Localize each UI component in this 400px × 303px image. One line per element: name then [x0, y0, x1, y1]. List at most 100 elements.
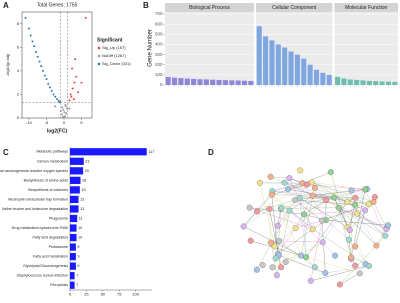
- panel-label: D: [208, 148, 214, 157]
- network-node: [297, 167, 304, 174]
- network-node: [385, 222, 392, 229]
- value-label: 13: [80, 197, 84, 201]
- edge: [311, 182, 348, 202]
- bar: [222, 80, 228, 85]
- y-tick-label: 400: [155, 42, 163, 47]
- edge: [289, 210, 313, 230]
- network-node: [273, 272, 280, 279]
- edge: [322, 201, 348, 243]
- x-tick-label: -10: [26, 120, 33, 125]
- bar: [263, 36, 269, 85]
- edge: [284, 182, 327, 201]
- edge: [271, 194, 296, 229]
- point: [40, 65, 43, 68]
- point: [29, 34, 32, 37]
- bar: [203, 79, 209, 85]
- bar: [171, 77, 178, 85]
- point: [31, 40, 34, 43]
- edge: [349, 229, 370, 267]
- network-node: [331, 194, 337, 201]
- bar: [256, 26, 262, 86]
- y-tick-label: Staphylococcus aureus infection: [16, 274, 68, 278]
- edge: [312, 228, 370, 267]
- edge: [312, 188, 368, 196]
- point: [80, 81, 83, 84]
- network-node: [365, 201, 372, 208]
- point: [65, 112, 68, 115]
- y-tick-label: Ferroptosis: [50, 283, 68, 287]
- point: [45, 78, 48, 81]
- network-node: [352, 201, 359, 208]
- point: [84, 16, 87, 19]
- edge: [256, 210, 290, 270]
- edge: [294, 199, 323, 221]
- edge: [256, 182, 312, 212]
- value-label: 9: [77, 264, 79, 268]
- network-node: [269, 264, 276, 271]
- network-node: [311, 264, 318, 271]
- edge: [310, 220, 323, 281]
- bar: [165, 77, 171, 85]
- network-node: [303, 254, 310, 261]
- bar: [70, 148, 147, 156]
- bar: [379, 81, 385, 85]
- network-node: [319, 217, 326, 224]
- network-node: [366, 263, 372, 269]
- y-tick-label: 600: [155, 21, 163, 26]
- bar: [70, 262, 76, 270]
- value-label: 13: [80, 207, 84, 211]
- network-node: [240, 223, 247, 230]
- bar: [385, 81, 392, 85]
- edge: [333, 197, 348, 228]
- y-tick-label: Fatty acid metabolism: [33, 255, 68, 259]
- network-node: [247, 237, 254, 244]
- point: [63, 111, 66, 114]
- edge: [299, 197, 348, 228]
- edge: [279, 240, 323, 243]
- y-axis-label: Gene Number: [148, 29, 154, 67]
- edge: [300, 195, 314, 256]
- point: [62, 108, 65, 111]
- value-label: 7: [76, 274, 78, 278]
- bar: [301, 58, 307, 85]
- point: [49, 86, 51, 89]
- network-node: [301, 211, 307, 218]
- edge: [277, 208, 282, 254]
- bar: [326, 74, 332, 85]
- facet-strip: [334, 3, 398, 12]
- point: [60, 113, 63, 116]
- bar: [347, 79, 353, 85]
- network-node: [281, 179, 288, 186]
- network-node: [362, 186, 369, 193]
- edge: [277, 219, 326, 254]
- edge: [312, 195, 369, 205]
- point: [75, 75, 78, 78]
- y-tick-label: 0: [160, 82, 163, 87]
- bar: [70, 205, 79, 213]
- legend-label: Sig_Down (331): [102, 61, 131, 66]
- point: [43, 74, 46, 77]
- legend-label: NoDiff (1267): [102, 53, 126, 58]
- point: [56, 98, 58, 101]
- edge: [364, 189, 386, 236]
- y-tick-label: Drug metabolism-cytochrome P450: [12, 226, 68, 230]
- point: [66, 107, 69, 110]
- bar: [210, 79, 216, 85]
- network-node: [267, 173, 274, 180]
- panel-label: C: [3, 148, 9, 157]
- edge: [259, 182, 275, 247]
- edge: [249, 207, 313, 230]
- network-node: [356, 270, 363, 277]
- network-node: [362, 207, 369, 214]
- network-node: [266, 205, 273, 212]
- value-label: 20: [85, 169, 89, 173]
- bar: [178, 78, 184, 85]
- network-node: [352, 262, 359, 269]
- legend-swatch: [97, 54, 101, 58]
- value-label: 9: [77, 245, 79, 249]
- network-node: [335, 204, 342, 211]
- y-tick-label: 300: [155, 52, 163, 57]
- bar: [335, 76, 341, 85]
- bar: [294, 54, 300, 85]
- y-tick-label: Carbon metabolism: [37, 159, 68, 163]
